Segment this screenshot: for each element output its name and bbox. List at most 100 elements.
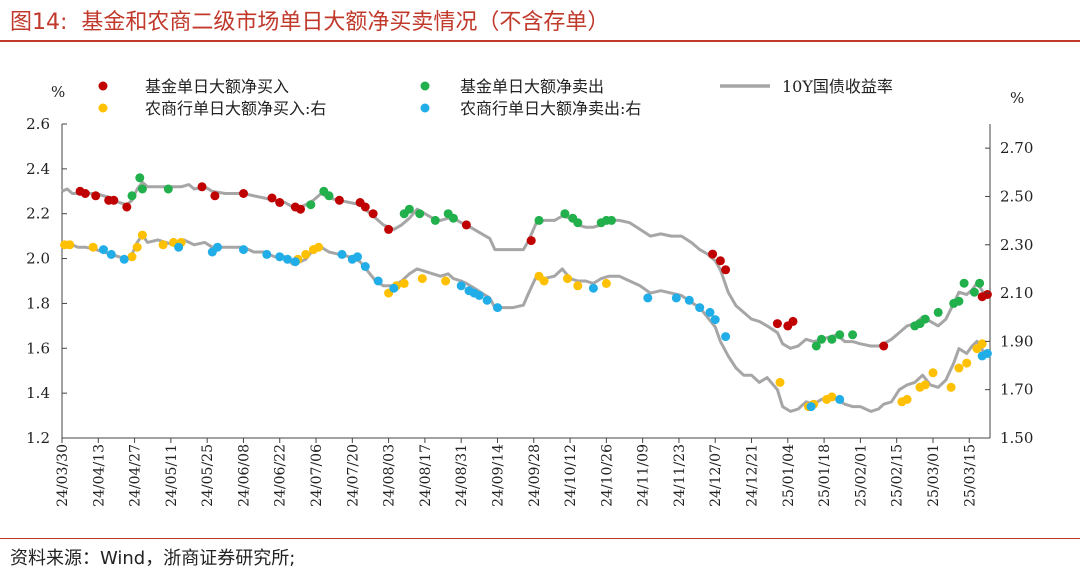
rural-buy-point	[827, 392, 837, 402]
fund-buy-point	[360, 202, 370, 212]
legend-rural-buy-label: 农商行单日大额净买入:右	[145, 99, 326, 118]
x-axis: 24/03/30 24/04/13 24/04/27 24/05/11 24/05/25…	[55, 438, 978, 507]
fund-sell-point	[848, 330, 858, 340]
legend: 基金单日大额净买入 基金单日大额净卖出 10Y国债收益率 农商行单日大额净买入:…	[98, 77, 893, 118]
rural-sell-point	[239, 245, 248, 255]
rural-sell-point	[721, 332, 731, 342]
rural-buy-point	[301, 249, 311, 259]
yield-lines	[61, 180, 987, 413]
fund-sell-point	[430, 215, 440, 225]
rural-sell-point	[456, 281, 466, 291]
chart: 1.2 1.4 1.6 1.8 2.0 2.2 2.4 2.6 1.50 1.70 1.90 2.1…	[26, 77, 1033, 507]
fund-sell-point	[969, 287, 979, 297]
right-axis-tick-label: 2.50	[1000, 187, 1033, 205]
fund-buy-point	[384, 224, 394, 234]
left-axis-unit: %	[51, 83, 65, 101]
x-axis-tick-label: 24/06/08	[236, 444, 252, 507]
fund-sell-point	[448, 213, 458, 223]
fund-buy-point	[239, 189, 248, 198]
legend-fund-buy-marker	[98, 81, 108, 91]
fund-buy-point	[296, 204, 305, 214]
legend-rural-sell: 农商行单日大额净卖出:右	[420, 99, 641, 118]
x-axis-tick-label: 25/02/15	[890, 444, 906, 507]
rural-buy-point	[417, 274, 427, 284]
right-axis-tick-label: 1.50	[1000, 429, 1033, 447]
right-axis-tick-label: 1.70	[1000, 381, 1033, 399]
fund-sell-point	[135, 173, 145, 183]
right-axis-tick-label: 1.90	[1000, 332, 1033, 350]
rural-sell-point	[119, 254, 129, 264]
fund-buy-point	[461, 220, 471, 230]
rural-sell-point	[806, 402, 816, 412]
rural-sell-point	[493, 303, 502, 313]
fund-buy-point	[715, 256, 725, 266]
x-axis-tick-label: 24/03/30	[55, 444, 71, 507]
left-axis: 1.2 1.4 1.6 1.8 2.0 2.2 2.4 2.6	[26, 115, 67, 447]
x-axis-tick-label: 25/02/01	[853, 444, 869, 507]
rural-sell-point	[373, 276, 383, 286]
rural-sell-point	[643, 293, 653, 303]
legend-fund-buy-label: 基金单日大额净买入	[145, 77, 289, 96]
title-divider	[0, 40, 1080, 42]
fund-buy-point	[982, 290, 992, 299]
x-axis-tick-label: 24/12/07	[708, 444, 724, 507]
rural-buy-point	[158, 240, 168, 250]
rural-buy-point	[601, 278, 611, 288]
figure-title: 图14: 基金和农商二级市场单日大额净买卖情况（不含存单）	[10, 4, 609, 36]
x-axis-tick-label: 24/08/03	[382, 444, 398, 507]
x-axis-tick-label: 24/10/26	[599, 444, 615, 507]
fund-sell-point	[163, 184, 173, 194]
fund-sell-point	[827, 334, 837, 344]
rural-sell-point	[174, 242, 184, 252]
rural-sell-point	[290, 257, 300, 267]
rural-buy-point	[977, 339, 987, 349]
legend-fund-sell-label: 基金单日大额净卖出	[460, 77, 604, 96]
right-axis-tick-label: 2.30	[1000, 236, 1033, 254]
right-axis-tick-label: 2.10	[1000, 284, 1033, 302]
rural-sell-point	[337, 249, 347, 259]
fund-sell-point	[933, 307, 943, 317]
fund-sell-point	[954, 296, 964, 306]
legend-yield: 10Y国债收益率	[720, 77, 893, 96]
left-axis-tick-label: 1.2	[26, 429, 50, 447]
fund-sell-point	[560, 209, 570, 219]
fund-buy-point	[368, 209, 378, 219]
rural-sell-point	[360, 262, 370, 271]
rural-sell-point	[835, 394, 845, 404]
left-axis-tick-label: 2.6	[26, 115, 50, 133]
fund-sell-point	[975, 278, 985, 288]
x-axis-tick-label: 24/08/17	[418, 444, 434, 507]
fund-buy-point	[80, 189, 90, 198]
rural-buy-point	[920, 380, 930, 390]
x-axis-tick-label: 24/06/22	[273, 444, 289, 507]
fund-sell-point	[127, 191, 137, 201]
rural-sell-point	[213, 242, 222, 252]
fund-sell-point	[324, 191, 334, 201]
rural-buy-point	[563, 274, 572, 284]
source-divider	[0, 538, 1080, 539]
rural-buy-point	[775, 377, 785, 387]
rural-buy-point	[539, 276, 549, 286]
rural-buy-point	[962, 358, 972, 368]
fund-sell-point	[811, 341, 821, 351]
rural-sell-point	[353, 252, 362, 262]
x-axis-tick-label: 24/11/23	[672, 444, 688, 507]
fund-buy-point	[708, 249, 718, 259]
yield-line-lower	[62, 233, 987, 413]
rural-buy-point	[65, 240, 75, 250]
legend-rural-buy-marker	[98, 103, 108, 113]
rural-sell-point	[106, 249, 116, 259]
fund-sell-point	[534, 215, 544, 225]
fund-buy-point	[334, 195, 344, 205]
x-axis-tick-label: 24/12/21	[745, 444, 761, 507]
x-axis-tick-label: 24/07/06	[309, 444, 325, 507]
fund-sell-point	[607, 215, 616, 225]
rural-sell-point	[684, 295, 694, 305]
figure-title-text: 基金和农商二级市场单日大额净买卖情况（不含存单）	[81, 10, 610, 35]
rural-sell-point	[262, 249, 272, 259]
plot-frame	[61, 124, 991, 439]
fund-buy-point	[526, 236, 536, 246]
fund-sell-point	[573, 218, 583, 228]
right-axis: 1.50 1.70 1.90 2.10 2.30 2.50 2.70	[985, 139, 1033, 447]
x-axis-tick-label: 24/04/27	[128, 444, 144, 507]
